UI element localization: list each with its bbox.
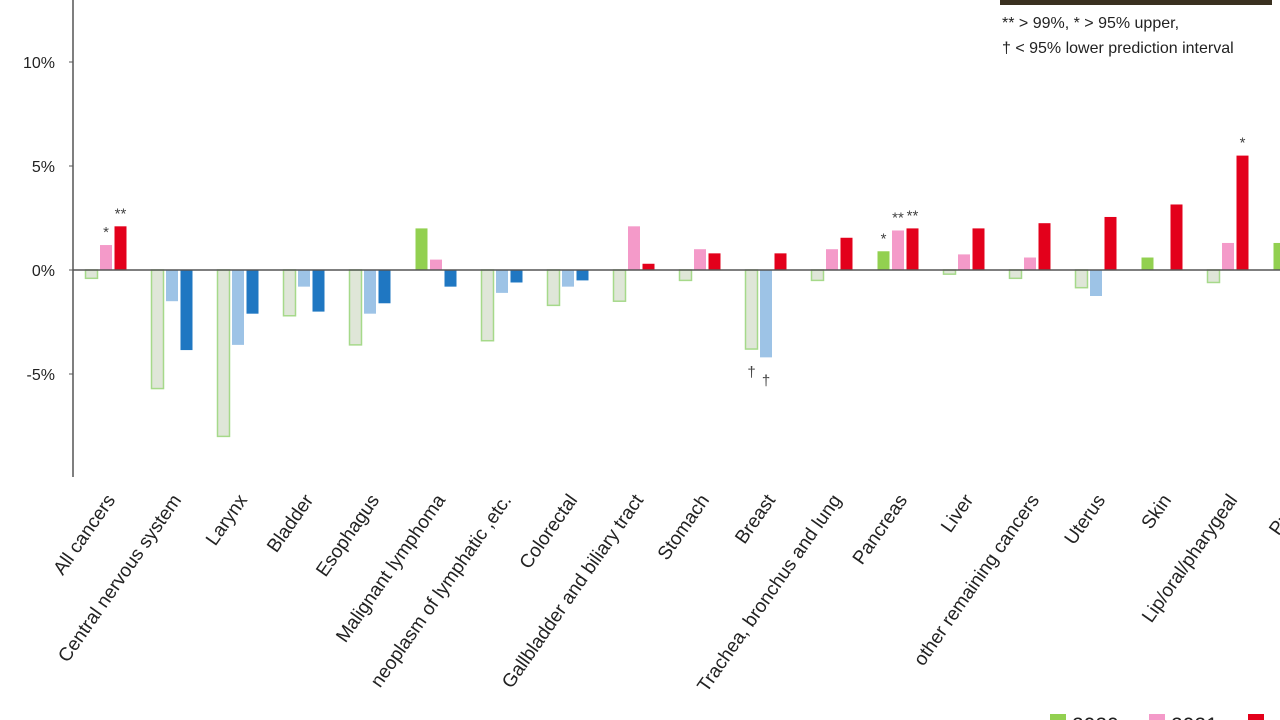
bar [1141, 257, 1154, 270]
bar [546, 269, 561, 307]
bar [378, 270, 391, 304]
y-tick-label: 5% [32, 159, 55, 176]
bar [166, 270, 178, 302]
bar [150, 269, 165, 390]
bar [906, 228, 919, 270]
bar [430, 259, 442, 270]
bar [1038, 223, 1051, 270]
bar [1024, 257, 1036, 270]
legend-swatch [1149, 714, 1165, 720]
bar [1273, 242, 1280, 270]
bar [1104, 216, 1117, 270]
bar [246, 270, 259, 314]
bar [694, 249, 706, 270]
bar [562, 270, 574, 287]
x-tick-label: Gallbladder and biliary tract [498, 490, 648, 692]
bar [444, 270, 457, 287]
bar [642, 263, 655, 270]
x-tick-label: Liver [937, 490, 978, 536]
bar [678, 269, 693, 282]
bar [348, 269, 363, 346]
bar [708, 253, 721, 270]
x-tick-label: Larynx [202, 490, 252, 549]
x-tick-label: Uterus [1061, 491, 1110, 549]
bar [774, 253, 787, 270]
bar [612, 269, 627, 302]
bar [628, 226, 640, 270]
x-tick-label: Stomach [654, 491, 714, 564]
significance-marker: † [747, 364, 755, 381]
bar [282, 269, 297, 317]
notes-box [998, 5, 1280, 65]
significance-marker: * [103, 224, 109, 241]
x-tick-label: Central nervous system [54, 491, 186, 667]
bar [1222, 242, 1234, 270]
bar [312, 270, 325, 312]
x-tick-label: other remaining cancers [910, 491, 1044, 670]
bar [114, 226, 127, 270]
bar [1206, 269, 1221, 284]
legend-label: 2020 [1072, 714, 1119, 720]
bar [298, 270, 310, 287]
bar [1236, 155, 1249, 270]
bar [877, 251, 890, 270]
note: † < 95% lower prediction interval [1002, 40, 1234, 57]
legend-label: 2021 [1171, 714, 1218, 720]
x-tick-label: Colorectal [516, 491, 582, 573]
note: ** > 99%, * > 95% upper, [1002, 15, 1179, 32]
bar [480, 269, 495, 342]
x-tick-label: Breast [731, 490, 780, 548]
y-tick-label: 0% [32, 263, 55, 280]
significance-marker: ** [907, 207, 919, 224]
significance-marker: * [1240, 135, 1246, 152]
y-tick-label: 10% [23, 55, 55, 72]
x-tick-label: Pancreas [849, 491, 912, 569]
x-tick-label: Skin [1138, 491, 1176, 533]
bar [415, 228, 428, 270]
bar [496, 270, 508, 293]
bar [1074, 269, 1089, 289]
x-tick-label: Esophagus [312, 491, 384, 581]
bar [840, 237, 853, 270]
bar [810, 269, 825, 282]
significance-marker: ** [892, 209, 904, 226]
bar [1090, 270, 1102, 296]
bar [972, 228, 985, 270]
bar [180, 270, 193, 351]
video-overlay [1000, 0, 1272, 5]
legend-swatch [1248, 714, 1264, 720]
bar [1170, 204, 1183, 270]
x-tick-label: Trachea, bronchus and lung [694, 491, 847, 696]
bar [760, 270, 772, 358]
x-tick-label: Bladder [263, 490, 318, 556]
significance-marker: * [881, 230, 887, 247]
bar [510, 270, 523, 283]
x-tick-label: Prost [1265, 490, 1280, 539]
bar [744, 269, 759, 350]
bar [364, 270, 376, 314]
significance-marker: ** [115, 205, 127, 222]
bar [958, 254, 970, 270]
bar [576, 270, 589, 281]
bar [1008, 269, 1023, 280]
bar [826, 249, 838, 270]
bar [216, 269, 231, 438]
significance-marker: † [762, 372, 770, 389]
x-tick-label: neoplasm of lymphatic ,etc. [367, 491, 516, 692]
bar [84, 269, 99, 280]
x-tick-label: All cancers [50, 491, 120, 579]
legend-swatch [1050, 714, 1066, 720]
bar [100, 245, 112, 270]
bar [892, 230, 904, 270]
bar [232, 270, 244, 345]
y-tick-label: -5% [27, 367, 55, 384]
